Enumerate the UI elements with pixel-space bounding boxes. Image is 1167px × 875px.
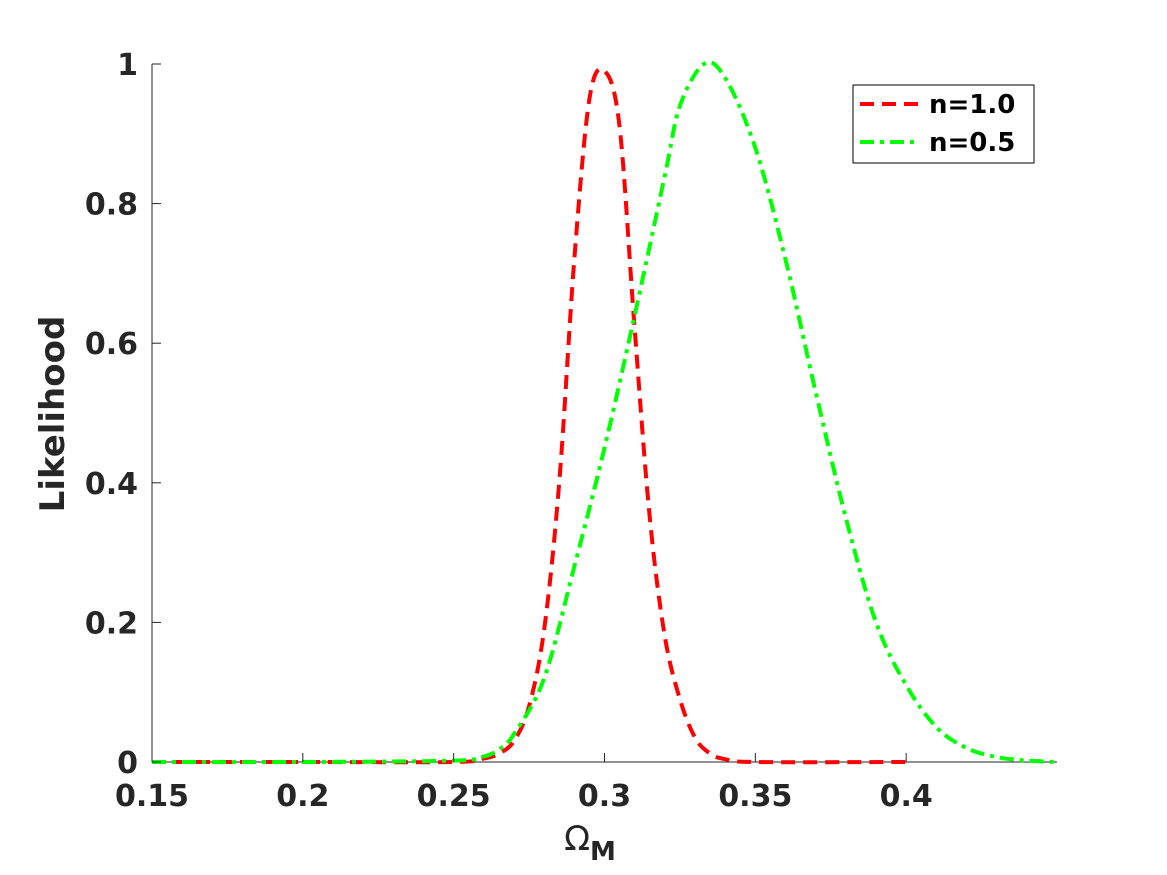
y-tick-label: 0.8 — [85, 188, 138, 223]
y-tick-label: 0 — [117, 746, 138, 781]
legend-label-n05: n=0.5 — [929, 128, 1015, 158]
y-tick-label: 0.2 — [85, 606, 138, 641]
x-tick-label: 0.15 — [115, 779, 189, 814]
y-tick-label: 0.4 — [85, 467, 138, 502]
x-axis-title: ΩM — [564, 819, 616, 867]
x-tick-label: 0.2 — [276, 779, 329, 814]
legend-label-n1: n=1.0 — [929, 90, 1015, 120]
series-line-n05 — [151, 60, 1058, 765]
y-tick-label: 1 — [117, 48, 138, 83]
ticks: 0.15 0.2 0.25 0.3 0.35 0.4 0 0.2 0.4 0.6 0.8 1 — [85, 48, 933, 814]
legend-box — [852, 84, 1035, 164]
series-line-n1 — [152, 67, 907, 765]
x-tick-label: 0.4 — [880, 779, 933, 814]
x-axis-title-symbol: Ω — [564, 819, 590, 859]
x-tick-label: 0.25 — [417, 779, 491, 814]
x-tick-label: 0.3 — [578, 779, 631, 814]
y-tick-label: 0.6 — [85, 327, 138, 362]
legend: n=1.0 n=0.5 — [852, 84, 1035, 164]
x-axis-title-subscript: M — [590, 837, 616, 867]
plot-lines — [151, 60, 1058, 765]
y-axis-title: Likelihood — [33, 316, 73, 513]
x-tick-label: 0.35 — [718, 779, 792, 814]
